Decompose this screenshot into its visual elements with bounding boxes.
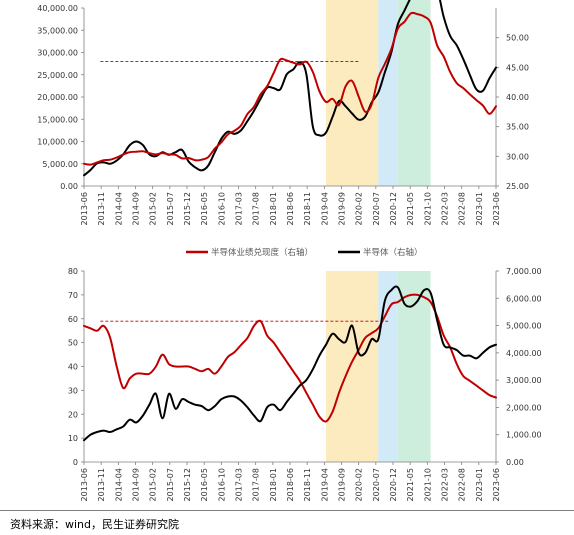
top-right-tick-label: 50.00 [506,34,529,43]
top-x-tick-label: 2018-01 [269,192,278,225]
bottom-band-yellow [325,271,379,462]
footer-divider [0,510,574,511]
bottom-x-tick-label: 2016-05 [200,468,209,501]
top-x-tick-label: 2014-04 [114,192,123,225]
top-right-tick-label: 40.00 [506,93,529,102]
bottom-chart: 0 10 20 30 40 50 60 70 80 0.00 1,000.00 2,000.00 3,0… [68,267,542,501]
top-left-tick-label: 20,000.00 [37,93,78,102]
bottom-left-tick-label: 80 [68,267,78,276]
top-x-tick-label: 2020-07 [372,192,381,225]
top-series-black [83,0,497,177]
bottom-x-tick-label: 2022-03 [441,468,450,501]
bottom-x-tick-label: 2016-10 [217,468,226,501]
top-left-tick-label: 30,000.00 [37,49,78,58]
bottom-left-tick-label: 10 [68,434,78,443]
top-x-tick-label: 2013-06 [80,192,89,225]
bottom-band-blue [378,271,398,462]
bottom-x-tick-label: 2018-11 [303,468,312,501]
legend-label-black: 半导体（右轴） [363,247,423,258]
top-x-tick-label: 2020-12 [389,192,398,225]
bottom-right-tick-label: 0.00 [506,458,524,467]
bottom-x-tick-label: 2023-06 [492,468,501,501]
bottom-right-tick-label: 3,000.00 [506,376,542,385]
top-left-tick-label: 35,000.00 [37,26,78,35]
bottom-right-tick-label: 2,000.00 [506,403,542,412]
top-x-tick-label: 2023-06 [492,192,501,225]
bottom-x-tick-label: 2013-06 [80,468,89,501]
bottom-right-tick-label: 6,000.00 [506,294,542,303]
top-band-blue [378,0,398,186]
top-left-tick-label: 25,000.00 [37,71,78,80]
bottom-x-tick-label: 2014-04 [114,468,123,501]
top-x-tick-label: 2015-02 [149,192,158,225]
top-x-tick-label: 2018-06 [286,192,295,225]
legend-label-red: 半导体业绩兑现度（右轴） [211,247,313,258]
bottom-x-tick-label: 2018-06 [286,468,295,501]
top-x-tick-label: 2019-04 [320,192,329,225]
bottom-x-tick-label: 2015-12 [183,468,192,501]
top-left-tick-label: 10,000.00 [37,138,78,147]
bottom-series-black [83,285,497,442]
bottom-x-tick-label: 2015-07 [166,468,175,501]
bottom-x-tick-label: 2020-02 [355,468,364,501]
bottom-left-tick-label: 70 [68,291,78,300]
top-legend: 半导体业绩兑现度（右轴） 半导体（右轴） [186,247,423,258]
top-right-tick-label: 35.00 [506,123,529,132]
top-x-tick-label: 2022-03 [441,192,450,225]
bottom-x-tick-label: 2013-11 [97,468,106,501]
top-x-tick-label: 2021-10 [423,192,432,225]
bottom-x-tick-label: 2023-01 [475,468,484,501]
top-left-tick-label: 5,000.00 [42,160,78,169]
bottom-x-tick-label: 2021-10 [423,468,432,501]
top-x-tick-label: 2014-09 [132,192,141,225]
bottom-x-tick-label: 2020-07 [372,468,381,501]
top-x-tick-label: 2015-12 [183,192,192,225]
top-x-tick-label: 2017-03 [235,192,244,225]
top-right-tick-label: 25.00 [506,182,529,191]
bottom-x-tick-label: 2020-12 [389,468,398,501]
top-right-tick-label: 45.00 [506,63,529,72]
bottom-left-tick-label: 20 [68,410,78,419]
top-x-tick-label: 2016-05 [200,192,209,225]
bottom-right-tick-label: 5,000.00 [506,322,542,331]
bottom-x-tick-label: 2019-04 [320,468,329,501]
bottom-x-tick-label: 2015-02 [149,468,158,501]
top-x-tick-label: 2019-09 [338,192,347,225]
bottom-left-tick-label: 30 [68,386,78,395]
bottom-x-tick-label: 2014-09 [132,468,141,501]
source-note: 资料来源：wind，民生证券研究院 [10,518,180,531]
top-x-tick-label: 2016-10 [217,192,226,225]
top-left-tick-label: 40,000.00 [37,4,78,13]
bottom-left-tick-label: 60 [68,315,78,324]
top-x-tick-label: 2022-08 [458,192,467,225]
top-x-tick-label: 2018-11 [303,192,312,225]
top-band-yellow [325,0,379,186]
top-chart: 0.00 5,000.00 10,000.00 15,000.00 20,000.00 2… [37,0,529,225]
bottom-right-tick-label: 7,000.00 [506,267,542,276]
bottom-right-tick-label: 4,000.00 [506,349,542,358]
bottom-x-tick-label: 2019-09 [338,468,347,501]
top-left-tick-label: 0.00 [60,182,78,191]
top-right-tick-label: 30.00 [506,152,529,161]
top-band-green [397,0,431,186]
top-x-tick-label: 2021-05 [406,192,415,225]
top-series-red [83,11,497,166]
top-x-tick-label: 2020-02 [355,192,364,225]
bottom-left-tick-label: 0 [73,458,78,467]
bottom-x-tick-label: 2022-08 [458,468,467,501]
bottom-x-tick-label: 2017-03 [235,468,244,501]
top-x-tick-label: 2017-08 [252,192,261,225]
top-x-tick-label: 2023-01 [475,192,484,225]
bottom-x-tick-label: 2021-05 [406,468,415,501]
bottom-x-tick-label: 2017-08 [252,468,261,501]
bottom-x-tick-label: 2018-01 [269,468,278,501]
bottom-left-tick-label: 40 [68,363,78,372]
top-x-tick-label: 2013-11 [97,192,106,225]
top-left-tick-label: 15,000.00 [37,115,78,124]
top-x-tick-label: 2015-07 [166,192,175,225]
bottom-left-tick-label: 50 [68,339,78,348]
bottom-right-tick-label: 1,000.00 [506,431,542,440]
bottom-series-red [83,293,497,423]
